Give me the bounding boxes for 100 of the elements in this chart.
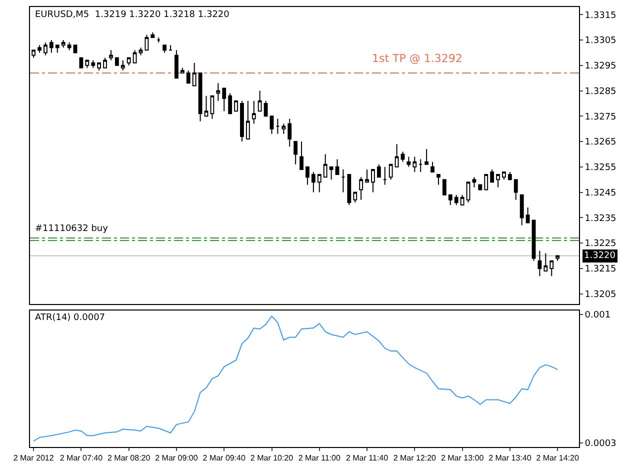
y-tick-label: 1.3315 bbox=[584, 10, 616, 21]
candlestick bbox=[329, 166, 334, 180]
ref-line-label: #11110632 buy bbox=[35, 224, 109, 234]
candlestick bbox=[186, 70, 190, 84]
candlestick bbox=[406, 156, 411, 168]
y-tick-label: 1.3205 bbox=[584, 290, 616, 300]
y-tick-label: 1.3285 bbox=[584, 86, 616, 97]
candlestick bbox=[234, 100, 238, 112]
x-tick-label: 2 Mar 09:40 bbox=[202, 454, 246, 463]
y-tick-label: 1.3275 bbox=[584, 112, 616, 122]
candlestick bbox=[526, 207, 530, 224]
candlestick bbox=[311, 172, 316, 193]
candlestick bbox=[300, 141, 304, 170]
ref-line-label: 1st TP @ 1.3292 bbox=[372, 52, 462, 65]
candlestick bbox=[97, 62, 102, 71]
candlestick bbox=[156, 36, 161, 44]
candlestick bbox=[347, 174, 352, 206]
candlestick bbox=[55, 44, 60, 54]
candlestick bbox=[484, 174, 488, 190]
candlestick bbox=[91, 60, 96, 68]
candlestick bbox=[210, 95, 214, 120]
candlestick bbox=[424, 148, 429, 165]
x-tick-label: 2 Mar 14:20 bbox=[536, 454, 580, 463]
candlestick bbox=[472, 176, 476, 188]
candlestick bbox=[288, 118, 292, 148]
candlestick bbox=[353, 192, 358, 203]
x-tick-label: 2 Mar 10:20 bbox=[250, 454, 294, 463]
candlestick bbox=[514, 179, 518, 200]
candlestick bbox=[49, 40, 54, 54]
candlestick bbox=[246, 100, 250, 140]
y-tick-label: 1.3305 bbox=[584, 36, 616, 46]
candlestick bbox=[341, 168, 346, 193]
candlestick bbox=[216, 82, 220, 102]
candlestick bbox=[400, 151, 405, 162]
candlestick bbox=[382, 166, 387, 186]
candlestick bbox=[478, 184, 482, 190]
candlestick bbox=[394, 144, 399, 168]
candlestick bbox=[460, 194, 464, 206]
candlestick bbox=[502, 172, 506, 180]
candlestick bbox=[138, 47, 143, 56]
y-tick-label: 0.0003 bbox=[584, 439, 616, 450]
y-tick-label: 1.3295 bbox=[584, 62, 616, 72]
chart-title: ATR(14) 0.0007 bbox=[35, 313, 106, 323]
candlestick bbox=[276, 118, 280, 134]
x-tick-label: 2 Mar 11:40 bbox=[346, 454, 389, 463]
candlestick bbox=[448, 194, 452, 206]
x-tick-label: 2 Mar 13:00 bbox=[440, 454, 484, 463]
y-tick-label: 1.3255 bbox=[584, 163, 616, 174]
x-tick-label: 2 Mar 08:20 bbox=[107, 454, 151, 463]
ref-line-label: 1.3220 bbox=[584, 251, 616, 261]
candlestick bbox=[538, 250, 542, 277]
y-tick-label: 1.3225 bbox=[584, 239, 616, 250]
candlestick bbox=[294, 141, 298, 165]
candlestick bbox=[114, 57, 119, 66]
candlestick bbox=[258, 90, 262, 112]
candlestick bbox=[317, 174, 322, 193]
candlestick bbox=[412, 156, 417, 172]
candlestick bbox=[150, 32, 155, 38]
chart-title: EURUSD,M5 1.3219 1.3220 1.3218 1.3220 bbox=[35, 10, 230, 20]
candlestick bbox=[192, 62, 196, 86]
candlestick bbox=[132, 50, 137, 64]
y-tick-label: 1.3245 bbox=[584, 188, 616, 198]
candlestick bbox=[520, 194, 524, 226]
candlestick bbox=[103, 57, 107, 68]
candlestick bbox=[38, 44, 42, 54]
candlestick bbox=[67, 42, 72, 51]
candlestick bbox=[306, 166, 310, 186]
candlestick bbox=[252, 100, 256, 124]
y-tick-label: 1.3215 bbox=[584, 264, 616, 275]
candlestick bbox=[44, 42, 48, 56]
candlestick bbox=[496, 174, 500, 188]
candlestick bbox=[376, 164, 381, 178]
candlestick bbox=[126, 57, 131, 66]
candlestick bbox=[240, 100, 244, 142]
x-tick-label: 2 Mar 13:40 bbox=[488, 454, 532, 463]
candlestick bbox=[550, 260, 554, 277]
candlestick bbox=[204, 95, 208, 117]
candlestick bbox=[388, 164, 393, 180]
candlestick bbox=[323, 154, 328, 178]
candlestick bbox=[198, 72, 202, 122]
candlestick bbox=[162, 44, 167, 54]
candlestick bbox=[120, 60, 125, 71]
candlestick bbox=[359, 176, 364, 200]
x-tick-label: 2 Mar 09:00 bbox=[155, 454, 198, 463]
candlestick bbox=[442, 179, 446, 196]
candlestick bbox=[109, 50, 113, 61]
candlestick bbox=[180, 67, 184, 74]
candlestick bbox=[264, 100, 268, 117]
candlestick bbox=[365, 168, 369, 183]
candlestick bbox=[532, 220, 536, 262]
candlestick bbox=[430, 161, 434, 172]
candlestick bbox=[228, 92, 232, 114]
x-tick-label: 2 Mar 07:40 bbox=[60, 454, 104, 463]
candlestick bbox=[436, 174, 440, 186]
candlestick bbox=[270, 116, 274, 134]
y-tick-label: 1.3235 bbox=[584, 214, 616, 224]
candlestick bbox=[454, 194, 458, 206]
x-tick-label: 2 Mar 2012 bbox=[13, 454, 54, 463]
candlestick bbox=[544, 252, 548, 272]
candlestick bbox=[32, 50, 36, 58]
